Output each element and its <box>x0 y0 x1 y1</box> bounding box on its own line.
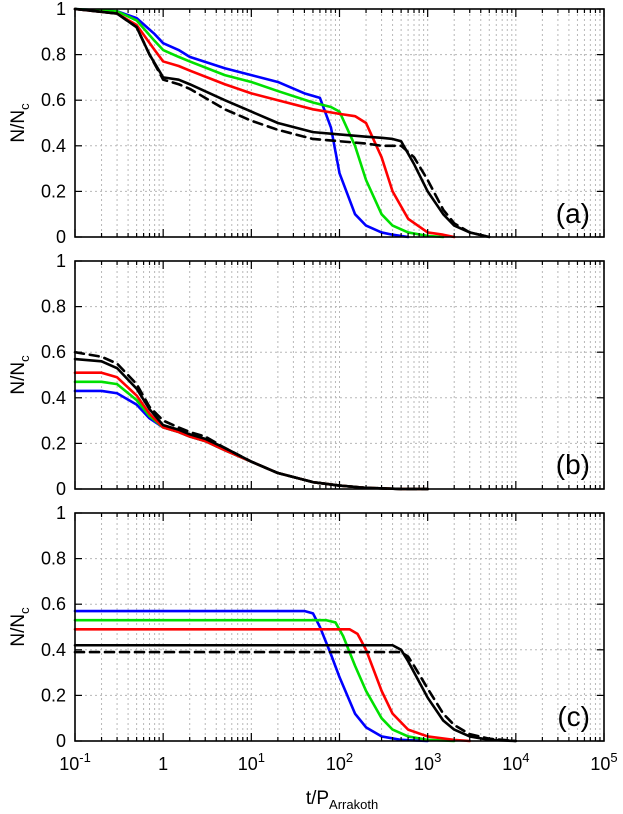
x-tick-label-exponent: 4 <box>522 750 529 765</box>
x-tick-label-base: 10 <box>414 754 434 774</box>
x-tick-label: 102 <box>326 750 353 774</box>
panel-label: (a) <box>556 198 590 229</box>
y-tick-label: 0 <box>56 479 66 499</box>
y-tick-label: 0.4 <box>41 640 66 660</box>
series-line-black-dashed <box>73 7 491 239</box>
y-tick-label: 0.8 <box>41 549 66 569</box>
series-line-black <box>73 643 518 743</box>
y-tick-label: 1 <box>56 0 66 19</box>
x-tick-label-base: 1 <box>158 754 168 774</box>
series-line-blue <box>73 7 410 239</box>
series-line-red <box>73 7 456 239</box>
plot-frame <box>74 8 605 238</box>
series-line-green <box>73 7 445 239</box>
chart-panel-2: 0 0.2 0.4 0.6 0.8 1 N/Nc (b) <box>8 251 605 499</box>
x-tick-label: 105 <box>590 750 617 774</box>
x-tick-label: 101 <box>238 750 265 774</box>
y-axis-label-main: N/N <box>8 110 29 143</box>
x-tick-label-base: 10 <box>59 754 79 774</box>
x-axis-label-sub: Arrakoth <box>329 797 378 812</box>
panels: 00.20.40.60.81N/Nc(a)00.20.40.60.81N/Nc(… <box>8 0 618 774</box>
x-tick-label: 103 <box>414 750 441 774</box>
x-tick-label-exponent: 5 <box>610 750 617 765</box>
x-axis-label-main: t/P <box>306 788 329 809</box>
y-tick-label: 0.6 <box>41 594 66 614</box>
y-axis-label-sub: c <box>17 607 32 614</box>
grid <box>75 513 604 741</box>
y-axis-label-sub: c <box>17 355 32 362</box>
y-tick-label: 0.8 <box>41 297 66 317</box>
y-axis-label-main: N/N <box>8 614 29 647</box>
series-line-green <box>73 618 456 743</box>
series-line-black <box>73 7 491 239</box>
y-tick-label: 0.4 <box>41 136 66 156</box>
panel-label: (c) <box>557 701 590 732</box>
y-tick-label: 0 <box>56 227 66 247</box>
y-tick-label: 0.2 <box>41 685 66 705</box>
grid <box>75 261 604 489</box>
y-tick-label: 0.4 <box>41 388 66 408</box>
x-tick-label-base: 10 <box>326 754 346 774</box>
y-axis-label-sub: c <box>17 103 32 110</box>
y-axis-label-main: N/N <box>8 362 29 395</box>
x-tick-label-exponent: 3 <box>434 750 441 765</box>
y-tick-label: 0.6 <box>41 342 66 362</box>
y-axis-label: N/Nc <box>8 355 32 395</box>
series-line-blue <box>73 389 429 491</box>
series-line-black-dashed <box>73 650 518 743</box>
plot-frame <box>74 260 605 490</box>
x-tick-label-exponent: 2 <box>346 750 353 765</box>
x-axis-label: t/PArrakoth <box>306 788 378 812</box>
y-tick-label: 0.8 <box>41 45 66 65</box>
x-tick-label-exponent: 1 <box>258 750 265 765</box>
series-line-black-dashed <box>73 350 429 491</box>
y-tick-label: 1 <box>56 503 66 523</box>
series-line-black <box>73 357 429 491</box>
x-tick-label: 10-1 <box>59 750 91 774</box>
y-tick-label: 0.6 <box>41 90 66 110</box>
x-tick-label: 104 <box>502 750 529 774</box>
x-tick-label-base: 10 <box>502 754 522 774</box>
x-tick-label-base: 10 <box>590 754 610 774</box>
chart-panel-1: 0 0.2 0.4 0.6 0.8 1 N/Nc (a) <box>8 0 605 247</box>
y-axis-label: N/Nc <box>8 103 32 143</box>
series-line-blue <box>73 609 429 743</box>
x-tick-label: 1 <box>158 754 168 774</box>
y-tick-label: 0.2 <box>41 433 66 453</box>
y-tick-label: 0.2 <box>41 181 66 201</box>
grid <box>75 9 604 237</box>
chart-panel-3: 00.20.40.60.81N/Nc(c)10-1 1 101 102 103 104 10… <box>8 503 618 774</box>
y-tick-label: 0 <box>56 731 66 751</box>
x-tick-label-base: 10 <box>238 754 258 774</box>
y-axis-label: N/Nc <box>8 607 32 647</box>
panel-label: (b) <box>556 449 590 480</box>
y-tick-label: 1 <box>56 251 66 271</box>
x-tick-label-exponent: -1 <box>79 750 91 765</box>
